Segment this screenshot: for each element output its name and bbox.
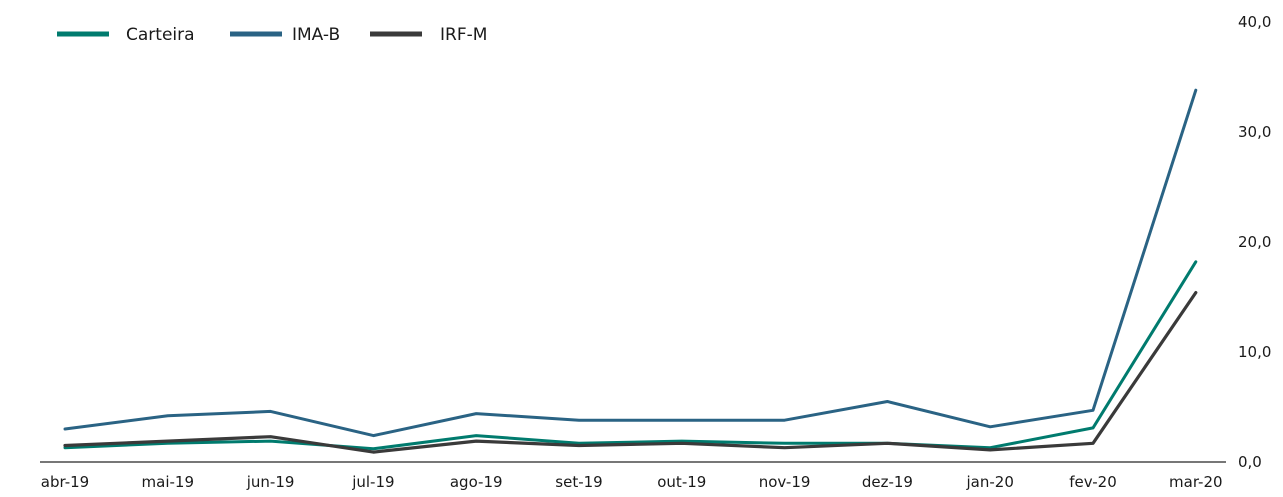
legend: Carteira IMA-B IRF-M	[57, 25, 487, 45]
series-lines	[63, 88, 1198, 454]
legend-label: IRF-M	[440, 25, 487, 45]
legend-item-ima-b: IMA-B	[230, 25, 340, 45]
x-tick-label: fev-20	[1069, 473, 1116, 491]
legend-item-irf-m: IRF-M	[370, 25, 487, 45]
x-tick-label: dez-19	[862, 473, 913, 491]
x-tick-label: mar-20	[1169, 473, 1223, 491]
x-tick-label: mai-19	[142, 473, 194, 491]
series-line-carteira	[63, 260, 1198, 451]
y-axis: 0,0 10,0 20,0 30,0 40,0	[1238, 13, 1271, 471]
legend-item-carteira: Carteira	[57, 25, 195, 45]
x-tick-label: abr-19	[41, 473, 89, 491]
x-axis: abr-19 mai-19 jun-19 jul-19 ago-19 set-19 out-…	[40, 461, 1226, 491]
x-tick-label: set-19	[555, 473, 602, 491]
y-tick-label: 20,0	[1238, 233, 1271, 251]
y-tick-label: 10,0	[1238, 343, 1271, 361]
x-tick-label: jul-19	[351, 473, 394, 491]
x-tick-label: jan-20	[966, 473, 1014, 491]
y-tick-label: 30,0	[1238, 123, 1271, 141]
legend-label: Carteira	[126, 25, 195, 45]
x-tick-label: ago-19	[450, 473, 503, 491]
y-tick-label: 40,0	[1238, 13, 1271, 31]
series-line-irf-m	[63, 291, 1198, 454]
y-tick-label: 0,0	[1238, 453, 1262, 471]
legend-label: IMA-B	[292, 25, 340, 45]
x-tick-label: out-19	[657, 473, 706, 491]
x-tick-label: nov-19	[759, 473, 811, 491]
series-line-ima-b	[63, 88, 1198, 438]
x-tick-label: jun-19	[246, 473, 295, 491]
